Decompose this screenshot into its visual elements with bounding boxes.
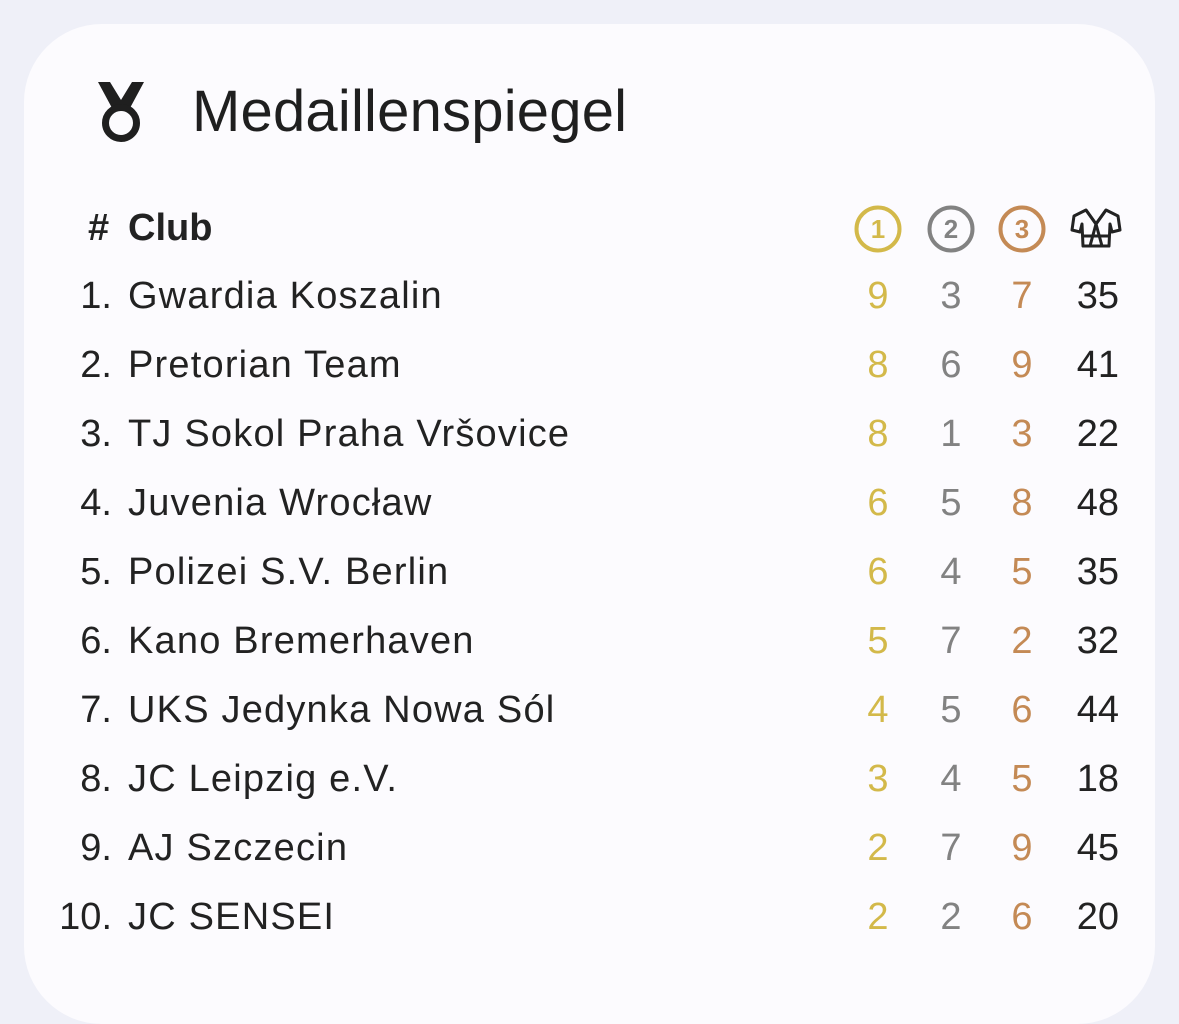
bronze-count-cell: 8 <box>1011 482 1033 524</box>
silver-count-cell: 6 <box>940 344 962 386</box>
bronze-count-cell: 3 <box>1011 413 1033 455</box>
gold-count-cell: 9 <box>867 275 889 317</box>
rank-cell: 1. <box>80 275 112 317</box>
table-row: 5. Polizei S.V. Berlin 6 4 5 35 <box>0 540 1179 604</box>
bronze-count-cell: 9 <box>1011 344 1033 386</box>
gold-count-cell: 8 <box>867 413 889 455</box>
gold-column-header: 1 <box>871 214 885 244</box>
bronze-count-cell: 5 <box>1011 551 1033 593</box>
rank-cell: 10. <box>59 896 112 938</box>
silver-count-cell: 4 <box>940 758 962 800</box>
bronze-column-header: 3 <box>1015 214 1029 244</box>
table-row: 3. TJ Sokol Praha Vršovice 8 1 3 22 <box>0 402 1179 466</box>
bronze-count-cell: 6 <box>1011 896 1033 938</box>
rank-cell: 4. <box>80 482 112 524</box>
gold-count-cell: 4 <box>867 689 889 731</box>
table-row: 2. Pretorian Team 8 6 9 41 <box>0 333 1179 397</box>
total-count-cell: 41 <box>1076 344 1119 386</box>
medal-table-card <box>24 24 1155 1024</box>
gold-count-cell: 6 <box>867 551 889 593</box>
bronze-count-cell: 5 <box>1011 758 1033 800</box>
rank-cell: 8. <box>80 758 112 800</box>
silver-count-cell: 5 <box>940 482 962 524</box>
club-name-cell: Gwardia Koszalin <box>128 275 443 317</box>
table-row: 4. Juvenia Wrocław 6 5 8 48 <box>0 471 1179 535</box>
rank-cell: 5. <box>80 551 112 593</box>
rank-cell: 2. <box>80 344 112 386</box>
table-row: 8. JC Leipzig e.V. 3 4 5 18 <box>0 747 1179 811</box>
total-count-cell: 32 <box>1076 620 1119 662</box>
club-name-cell: TJ Sokol Praha Vršovice <box>128 413 571 455</box>
total-count-cell: 22 <box>1076 413 1119 455</box>
silver-count-cell: 5 <box>940 689 962 731</box>
total-count-cell: 48 <box>1076 482 1119 524</box>
table-row: 6. Kano Bremerhaven 5 7 2 32 <box>0 609 1179 673</box>
gold-count-cell: 6 <box>867 482 889 524</box>
rank-cell: 6. <box>80 620 112 662</box>
club-name-cell: Kano Bremerhaven <box>128 620 475 662</box>
bronze-medal-icon: 3 <box>998 205 1046 253</box>
judogi-icon <box>1070 208 1122 248</box>
rank-cell: 7. <box>80 689 112 731</box>
club-column-header: Club <box>128 207 213 249</box>
table-row: 1. Gwardia Koszalin 9 3 7 35 <box>0 264 1179 328</box>
total-count-cell: 45 <box>1076 827 1119 869</box>
silver-count-cell: 1 <box>940 413 962 455</box>
gold-count-cell: 5 <box>867 620 889 662</box>
club-name-cell: JC Leipzig e.V. <box>128 758 399 800</box>
bronze-count-cell: 2 <box>1011 620 1033 662</box>
rank-column-header: # <box>88 207 110 249</box>
rank-cell: 3. <box>80 413 112 455</box>
silver-count-cell: 4 <box>940 551 962 593</box>
total-count-cell: 35 <box>1076 551 1119 593</box>
silver-count-cell: 7 <box>940 827 962 869</box>
total-count-cell: 20 <box>1076 896 1119 938</box>
gold-count-cell: 3 <box>867 758 889 800</box>
silver-count-cell: 3 <box>940 275 962 317</box>
bronze-count-cell: 6 <box>1011 689 1033 731</box>
bronze-count-cell: 7 <box>1011 275 1033 317</box>
total-count-cell: 35 <box>1076 275 1119 317</box>
table-header: # Club 1 2 3 <box>0 200 1179 256</box>
club-name-cell: UKS Jedynka Nowa Sól <box>128 689 556 731</box>
table-row: 9. AJ Szczecin 2 7 9 45 <box>0 816 1179 880</box>
table-row: 10. JC SENSEI 2 2 6 20 <box>0 885 1179 949</box>
club-name-cell: Juvenia Wrocław <box>128 482 433 524</box>
club-name-cell: JC SENSEI <box>128 896 336 938</box>
gold-count-cell: 8 <box>867 344 889 386</box>
widget-header: Medaillenspiegel <box>92 76 627 146</box>
bronze-count-cell: 9 <box>1011 827 1033 869</box>
club-name-cell: Pretorian Team <box>128 344 402 386</box>
silver-count-cell: 7 <box>940 620 962 662</box>
total-count-cell: 44 <box>1076 689 1119 731</box>
silver-column-header: 2 <box>944 214 958 244</box>
club-name-cell: AJ Szczecin <box>128 827 349 869</box>
gold-medal-icon: 1 <box>854 205 902 253</box>
silver-count-cell: 2 <box>940 896 962 938</box>
table-row: 7. UKS Jedynka Nowa Sól 4 5 6 44 <box>0 678 1179 742</box>
rank-cell: 9. <box>80 827 112 869</box>
club-name-cell: Polizei S.V. Berlin <box>128 551 450 593</box>
gold-count-cell: 2 <box>867 896 889 938</box>
widget-title: Medaillenspiegel <box>192 78 628 144</box>
gold-count-cell: 2 <box>867 827 889 869</box>
silver-medal-icon: 2 <box>927 205 975 253</box>
medal-icon <box>98 82 144 142</box>
total-count-cell: 18 <box>1076 758 1119 800</box>
